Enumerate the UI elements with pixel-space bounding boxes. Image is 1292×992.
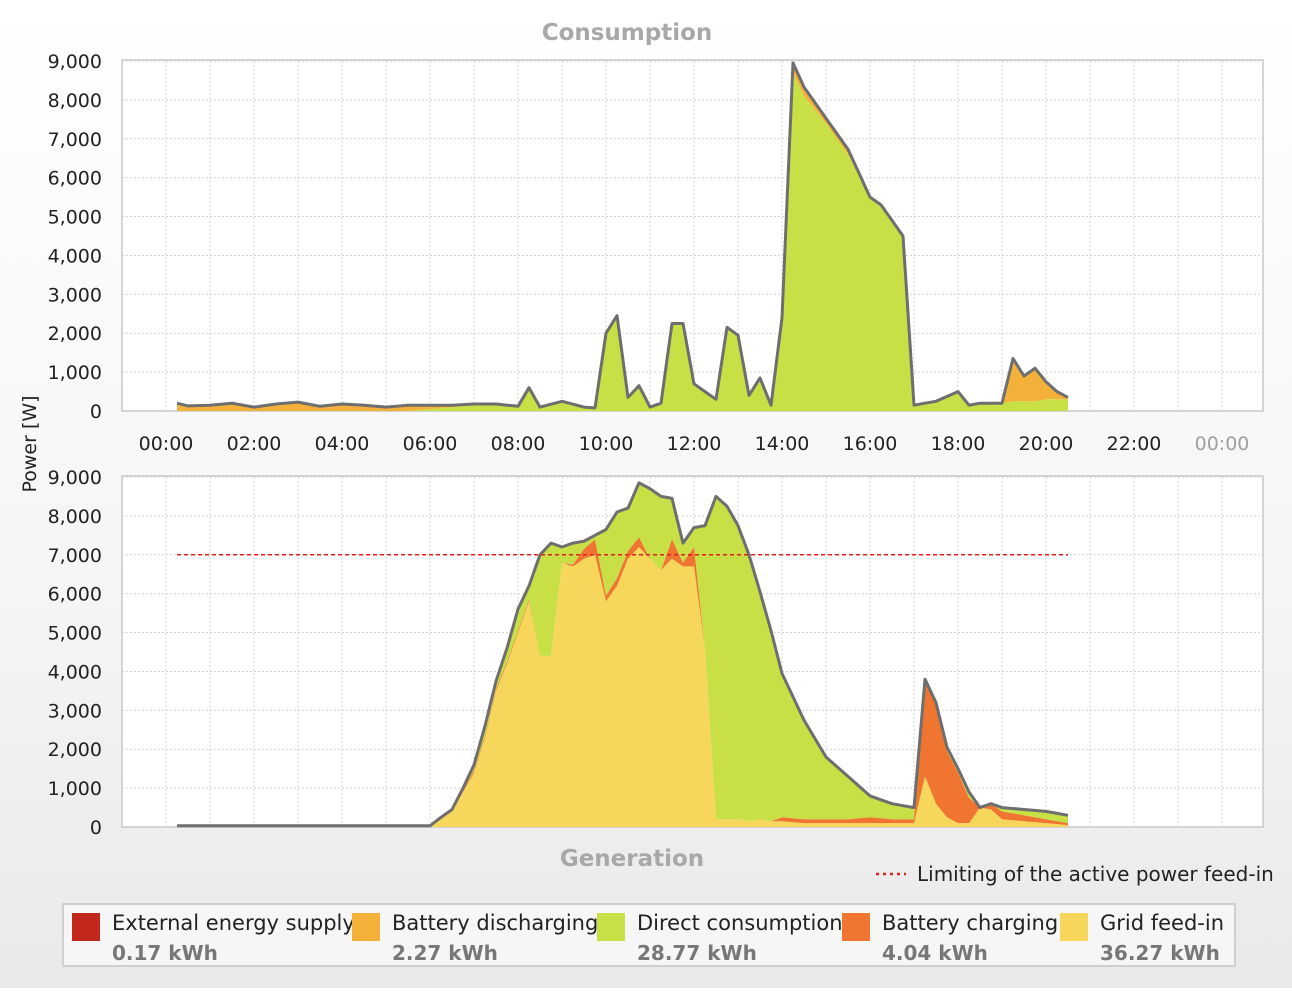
legend-swatch: [352, 913, 380, 941]
x-tick-label: 10:00: [579, 433, 634, 455]
legend-label: Battery discharging: [392, 911, 599, 935]
y-tick-label: 2,000: [48, 323, 102, 345]
y-tick-label: 8,000: [48, 90, 102, 112]
legend-label: Grid feed-in: [1100, 911, 1225, 935]
x-tick-label: 06:00: [403, 433, 458, 455]
legend-label: External energy supply: [112, 911, 355, 935]
plot-area: [121, 59, 1264, 412]
y-tick-label: 6,000: [48, 584, 102, 606]
y-tick-label: 0: [90, 817, 102, 839]
y-tick-label: 3,000: [48, 700, 102, 722]
legend-swatch: [597, 913, 625, 941]
legend-swatch: [842, 913, 870, 941]
total-outline-line: [177, 481, 1069, 828]
x-tick-label: 12:00: [667, 433, 722, 455]
legend-box: External energy supply 0.17 kWh Battery …: [62, 903, 1236, 967]
x-tick-label: 00:00: [1195, 433, 1250, 455]
y-tick-label: 9,000: [48, 467, 102, 489]
legend-value: 36.27 kWh: [1100, 941, 1220, 965]
legend-value: 2.27 kWh: [392, 941, 498, 965]
y-tick-label: 0: [90, 401, 102, 423]
x-tick-label: 22:00: [1107, 433, 1162, 455]
chart-title: Consumption: [542, 20, 713, 46]
y-tick-label: 9,000: [48, 51, 102, 73]
legend-value: 4.04 kWh: [882, 941, 988, 965]
x-tick-label: 14:00: [755, 433, 810, 455]
y-tick-label: 5,000: [48, 207, 102, 229]
y-tick-label: 2,000: [48, 739, 102, 761]
chart-panel-generation: 0 1,000 2,000 3,000 4,000 5,000 6,000 7,000 8,00…: [48, 467, 1264, 872]
y-tick-label: 3,000: [48, 284, 102, 306]
chart-title: Generation: [560, 846, 704, 872]
legend-value: 28.77 kWh: [637, 941, 757, 965]
y-tick-label: 7,000: [48, 129, 102, 151]
area-grid-feed-in: [177, 547, 1068, 827]
x-tick-label: 18:00: [931, 433, 986, 455]
y-tick-label: 5,000: [48, 623, 102, 645]
chart-panel-consumption: 0 1,000 2,000 3,000 4,000 5,000 6,000 7,000 8,00…: [48, 20, 1264, 455]
x-tick-label: 08:00: [491, 433, 546, 455]
y-tick-label: 4,000: [48, 661, 102, 683]
legend-value: 0.17 kWh: [112, 941, 218, 965]
total-outline-line: [176, 61, 1069, 410]
legend-swatch: [72, 913, 100, 941]
legend-label: Battery charging: [882, 911, 1059, 935]
y-tick-label: 1,000: [48, 778, 102, 800]
legend-swatch: [1060, 913, 1088, 941]
y-tick-label: 6,000: [48, 168, 102, 190]
x-tick-label: 02:00: [227, 433, 282, 455]
y-tick-label: 8,000: [48, 506, 102, 528]
y-axis-label: Power [W]: [19, 395, 41, 492]
y-tick-label: 7,000: [48, 545, 102, 567]
x-tick-label: 00:00: [139, 433, 194, 455]
x-tick-label: 20:00: [1019, 433, 1074, 455]
y-tick-label: 1,000: [48, 362, 102, 384]
limit-line-legend-label: Limiting of the active power feed-in: [917, 862, 1274, 886]
area-direct-consumption: [177, 72, 1068, 411]
y-tick-label: 4,000: [48, 245, 102, 267]
area-direct-consumption: [177, 482, 1068, 827]
x-tick-label: 04:00: [315, 433, 370, 455]
x-tick-label: 16:00: [843, 433, 898, 455]
legend-label: Direct consumption: [637, 911, 843, 935]
